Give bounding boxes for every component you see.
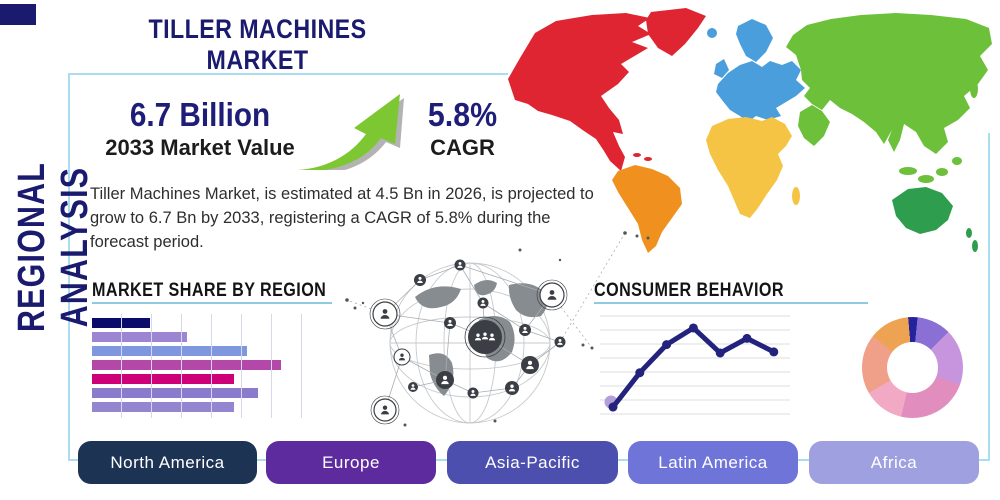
frame-border-left — [68, 73, 70, 461]
region-button-north-america[interactable]: North America — [78, 441, 257, 484]
globe-continents — [415, 279, 548, 396]
market-share-underline — [92, 302, 332, 304]
bar-chart-gridline — [301, 314, 302, 418]
bar-chart-gridline — [241, 314, 242, 418]
donut-hole — [887, 342, 938, 393]
line-point-5 — [715, 348, 725, 358]
line-point-1 — [608, 402, 618, 412]
bar-chart-gridline — [181, 314, 182, 418]
line-point-6 — [742, 333, 752, 343]
bar-chart-gridline — [151, 314, 152, 418]
consumer-behavior-underline — [594, 302, 868, 304]
market-share-bar-6 — [92, 388, 258, 398]
line-point-2 — [635, 368, 645, 378]
line-point-4 — [688, 323, 698, 333]
map-europe — [716, 61, 805, 122]
map-new-zealand — [966, 228, 972, 238]
map-greenland — [646, 8, 706, 56]
regional-analysis-vertical-label: REGIONAL ANALYSIS — [11, 161, 96, 333]
cagr-value: 5.8% — [427, 96, 498, 133]
map-uk — [714, 59, 729, 78]
growth-arrow-icon — [298, 94, 404, 170]
cagr-caption: CAGR — [430, 135, 495, 160]
region-button-latin-america[interactable]: Latin America — [628, 441, 798, 484]
map-madagascar — [792, 187, 800, 205]
region-button-africa[interactable]: Africa — [809, 441, 979, 484]
consumer-behavior-heading: CONSUMER BEHAVIOR — [594, 280, 784, 301]
corner-accent-bar — [0, 4, 36, 25]
consumer-behavior-line-chart — [600, 315, 790, 415]
region-button-europe[interactable]: Europe — [266, 441, 436, 484]
market-share-bar-5 — [92, 374, 234, 384]
line-point-7 — [769, 347, 779, 357]
map-australia — [892, 187, 953, 234]
market-description: Tiller Machines Market, is estimated at … — [90, 185, 594, 251]
line-point-3 — [662, 340, 672, 350]
map-north-america — [508, 13, 651, 171]
map-japan — [970, 80, 978, 98]
network-lines — [346, 232, 626, 411]
map-south-america — [612, 165, 682, 253]
market-share-heading: MARKET SHARE BY REGION — [92, 280, 327, 301]
bar-group — [92, 318, 307, 412]
bar-chart-gridline — [121, 314, 122, 418]
market-share-bar-4 — [92, 360, 282, 370]
market-value-caption: 2033 Market Value — [105, 135, 295, 160]
market-share-bar-7 — [92, 402, 234, 412]
bar-chart-gridline — [271, 314, 272, 418]
bar-chart-gridline — [211, 314, 212, 418]
map-iceland — [707, 28, 717, 38]
network-hub-node — [464, 316, 506, 358]
map-africa — [706, 117, 792, 218]
regional-donut-chart — [862, 317, 963, 418]
map-scandinavia — [736, 19, 773, 62]
map-asia — [786, 13, 992, 154]
world-map-graphic — [508, 8, 992, 253]
market-share-bar-3 — [92, 346, 247, 356]
market-share-bar-2 — [92, 332, 187, 342]
region-button-asia-pacific[interactable]: Asia-Pacific — [447, 441, 618, 484]
frame-border-right — [988, 133, 990, 461]
market-value-2033: 6.7 Billion — [129, 96, 271, 133]
page-title: TILLER MACHINES MARKET — [148, 14, 367, 75]
network-small-nodes — [408, 259, 566, 399]
map-middle-east — [798, 105, 830, 146]
frame-border-top — [68, 73, 508, 75]
network-ring-nodes — [369, 279, 568, 425]
market-share-bar-chart — [92, 314, 307, 418]
